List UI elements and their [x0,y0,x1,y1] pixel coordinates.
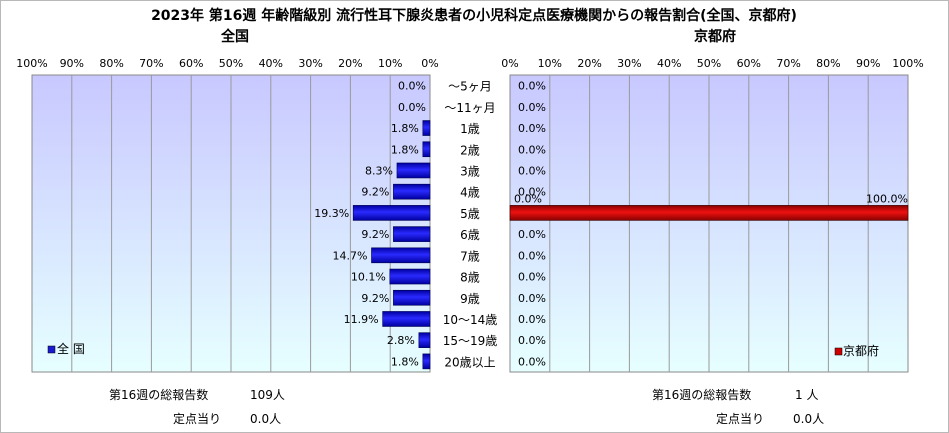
left-x-tick-label: 40% [259,57,283,70]
national-data-label: 1.8% [391,122,419,135]
national-data-label: 9.2% [361,186,389,199]
right-x-tick-label: 20% [577,57,601,70]
national-bar [422,353,431,370]
left-x-tick-label: 20% [338,57,362,70]
left-x-tick-label: 60% [179,57,203,70]
kyoto-data-label: 0.0% [518,186,546,199]
right-total-value: 1 人 [795,388,818,402]
right-legend-label: 京都府 [843,343,879,358]
left-x-tick-label: 80% [99,57,123,70]
category-label: 8歳 [460,271,480,285]
kyoto-data-label: 0.0% [518,143,546,156]
national-data-label: 0.0% [398,101,426,114]
right-x-tick-label: 90% [856,57,880,70]
national-bar [382,311,431,327]
category-label: 〜5ヶ月 [448,80,492,94]
right-x-tick-label: 60% [737,57,761,70]
kyoto-extra-label: 0.0% [514,192,542,205]
national-bar [418,332,431,348]
left-x-tick-label: 50% [219,57,243,70]
kyoto-data-label: 0.0% [518,122,546,135]
left-x-tick-label: 10% [378,57,402,70]
right-total-label: 第16週の総報告数 [652,387,751,402]
kyoto-bar [509,205,909,221]
category-label: 2歳 [460,143,480,157]
category-label: 15〜19歳 [443,334,498,348]
right-x-tick-label: 10% [538,57,562,70]
national-data-label: 1.8% [391,143,419,156]
category-label: 〜11ヶ月 [444,101,495,115]
kyoto-data-label: 100.0% [866,192,908,205]
category-label: 4歳 [460,186,480,200]
category-label: 5歳 [460,207,480,221]
right-x-tick-label: 0% [501,57,518,70]
kyoto-data-label: 0.0% [518,80,546,93]
national-bar [396,162,431,179]
left-legend-label: 全 国 [57,341,85,356]
category-label: 3歳 [460,164,480,178]
national-data-label: 10.1% [351,271,386,284]
kyoto-data-label: 0.0% [518,249,546,262]
kyoto-data-label: 0.0% [518,313,546,326]
national-bar [389,268,431,285]
right-x-tick-label: 40% [657,57,681,70]
national-bar [393,289,431,306]
national-data-label: 1.8% [391,355,419,368]
category-label: 20歳以上 [444,355,495,369]
national-bar [393,226,431,242]
national-data-label: 11.9% [344,313,379,326]
right-per-site-label: 定点当り [716,411,764,426]
national-bar [393,183,431,200]
left-total-label: 第16週の総報告数 [109,387,208,402]
national-data-label: 9.2% [361,228,389,241]
right-x-tick-label: 70% [776,57,800,70]
kyoto-data-label: 0.0% [518,271,546,284]
national-bar [422,120,431,136]
national-data-label: 14.7% [333,249,368,262]
left-x-tick-label: 0% [421,57,438,70]
national-data-label: 2.8% [387,334,415,347]
category-label: 6歳 [460,228,480,242]
right-x-tick-label: 50% [697,57,721,70]
kyoto-data-label: 0.0% [518,228,546,241]
category-label: 10〜14歳 [443,313,498,327]
right-panel-title: 京都府 [694,28,736,45]
kyoto-data-label: 0.0% [518,101,546,114]
left-x-tick-label: 90% [60,57,84,70]
kyoto-data-label: 0.0% [518,355,546,368]
kyoto-data-label: 0.0% [518,334,546,347]
kyoto-data-label: 0.0% [518,164,546,177]
right-legend-swatch [834,347,843,356]
left-legend-swatch [47,345,56,354]
category-label: 1歳 [460,122,480,136]
right-x-tick-label: 30% [617,57,641,70]
left-per-site-value: 0.0人 [250,412,281,426]
left-per-site-label: 定点当り [173,411,221,426]
right-x-tick-label: 80% [816,57,840,70]
national-bar [371,247,431,264]
national-data-label: 0.0% [398,80,426,93]
right-x-tick-label: 100% [892,57,923,70]
left-x-tick-label: 70% [139,57,163,70]
national-data-label: 19.3% [314,207,349,220]
category-label: 7歳 [460,249,480,263]
left-panel-title: 全国 [220,28,249,45]
national-bar [422,141,431,158]
national-data-label: 9.2% [361,292,389,305]
left-total-value: 109人 [250,388,285,402]
national-bar [352,205,431,221]
right-per-site-value: 0.0人 [793,412,824,426]
national-data-label: 8.3% [365,164,393,177]
kyoto-data-label: 0.0% [518,292,546,305]
chart-title: 2023年 第16週 年齢階級別 流行性耳下腺炎患者の小児科定点医療機関からの報… [151,7,797,24]
left-x-tick-label: 100% [16,57,47,70]
left-x-tick-label: 30% [298,57,322,70]
category-label: 9歳 [460,292,480,306]
